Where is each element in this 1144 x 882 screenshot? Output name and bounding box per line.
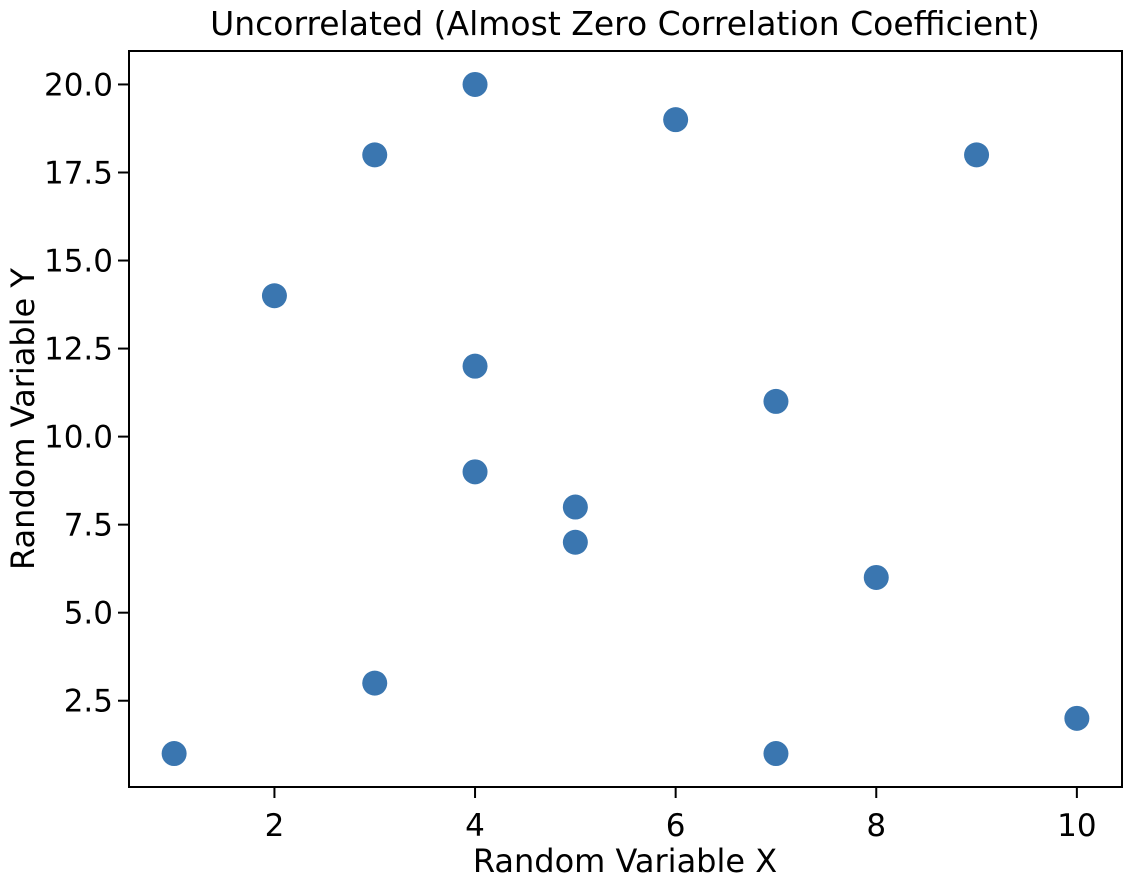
axis-ticks: 2 4 6 8 10 2.5 5.0 7.5 10.0 12.5 15.0 17.5 20.0 [44,67,1097,844]
data-point [161,741,187,767]
data-point [562,494,588,520]
data-point [462,71,488,97]
data-point [763,741,789,767]
y-tick-label: 17.5 [44,155,113,191]
y-tick-label: 12.5 [44,332,113,368]
data-point [1064,705,1090,731]
data-point [261,283,287,309]
y-tick-label: 5.0 [64,596,113,632]
data-point [362,142,388,168]
x-axis-label: Random Variable X [473,842,777,880]
data-point [462,459,488,485]
x-tick-label: 2 [265,808,285,844]
data-point [763,388,789,414]
data-point [362,670,388,696]
x-tick-label: 6 [666,808,686,844]
x-tick-label: 4 [465,808,485,844]
data-point [562,529,588,555]
data-point [863,564,889,590]
y-tick-label: 15.0 [44,244,113,280]
y-tick-label: 20.0 [44,67,113,103]
y-tick-label: 2.5 [64,684,113,720]
x-tick-label: 10 [1057,808,1096,844]
x-tick-label: 8 [866,808,886,844]
data-point [462,353,488,379]
data-points [161,71,1090,767]
plot-border [128,50,1123,788]
data-point [663,107,689,133]
y-tick-label: 7.5 [64,508,113,544]
data-point [964,142,990,168]
y-tick-label: 10.0 [44,420,113,456]
y-axis-label: Random Variable Y [4,268,42,570]
chart-title: Uncorrelated (Almost Zero Correlation Co… [210,4,1040,43]
